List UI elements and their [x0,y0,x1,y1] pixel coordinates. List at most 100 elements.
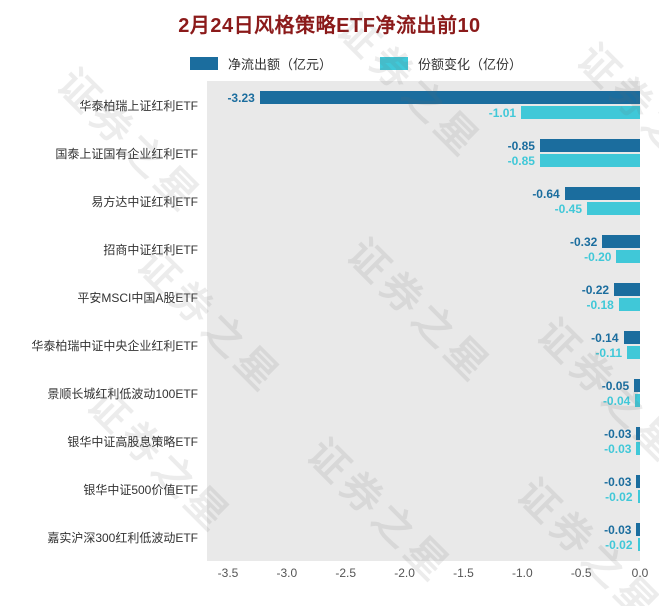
category-label: 银华中证500价值ETF [83,482,198,497]
chart-row: 招商中证红利ETF -0.32 -0.20 [0,225,659,273]
plot-area: -0.14 -0.11 [207,321,640,369]
bar-line: -0.45 [207,201,640,216]
bar-line: -0.20 [207,249,640,264]
bar-line: -3.23 [207,90,640,105]
legend-label-share: 份额变化（亿份） [418,57,523,72]
bar-share [635,394,640,407]
axis-tick-label: -2.0 [394,566,415,580]
bar-outflow [564,187,640,200]
chart-row: 银华中证500价值ETF -0.03 -0.02 [0,465,659,513]
bar-value-label: -0.45 [554,201,583,216]
bar-value-label: -0.85 [507,153,535,168]
bar-share [637,538,640,551]
legend-label-outflow: 净流出额（亿元） [228,57,333,72]
bar-outflow [539,139,640,152]
plot-area: -0.03 -0.02 [207,465,640,513]
chart-row: 华泰柏瑞上证红利ETF -3.23 -1.01 [0,81,659,129]
bar-share [636,442,640,455]
bar-value-label: -0.32 [569,234,598,249]
bar-outflow [634,379,640,392]
category-label: 银华中证高股息策略ETF [67,434,198,449]
bar-value-label: -0.20 [584,249,612,264]
bar-share [627,346,640,359]
plot-area: -0.32 -0.20 [207,225,640,273]
chart-row: 平安MSCI中国A股ETF -0.22 -0.18 [0,273,659,321]
bar-share [618,298,640,311]
bar-value-label: -0.64 [532,186,560,201]
bar-line: -0.14 [207,330,640,345]
bar-value-label: -0.02 [605,537,633,552]
axis-tick-label: -1.0 [511,566,533,580]
bar-share [521,106,640,119]
chart-row: 易方达中证红利ETF -0.64 -0.45 [0,177,659,225]
bar-line: -0.85 [207,138,640,153]
bar-share [539,154,640,167]
bar-value-label: -0.03 [604,522,632,537]
bar-value-label: -0.03 [604,441,632,456]
bar-line: -0.64 [207,186,640,201]
bar-outflow [602,235,640,248]
bar-share [637,490,640,503]
chart-row: 景顺长城红利低波动100ETF -0.05 -0.04 [0,369,659,417]
bar-value-label: -0.03 [604,426,632,441]
chart-row: 国泰上证国有企业红利ETF -0.85 -0.85 [0,129,659,177]
plot-area: -0.85 -0.85 [207,129,640,177]
bar-value-label: -3.23 [227,90,255,105]
bar-value-label: -0.03 [604,474,632,489]
axis-tick-label: -1.5 [453,566,474,580]
bar-line: -0.22 [207,282,640,297]
bar-line: -0.03 [207,522,640,537]
plot-area: -3.23 -1.01 [207,81,640,129]
plot-area: -0.03 -0.02 [207,513,640,561]
plot-area: -0.05 -0.04 [207,369,640,417]
category-label: 平安MSCI中国A股ETF [77,290,198,305]
bar-outflow [623,331,640,344]
category-label: 国泰上证国有企业红利ETF [55,146,198,161]
chart-row: 嘉实沪深300红利低波动ETF -0.03 -0.02 [0,513,659,561]
category-label: 招商中证红利ETF [103,242,198,257]
bar-share [587,202,640,215]
legend-swatch-outflow [190,57,218,70]
bar-chart: 华泰柏瑞上证红利ETF -3.23 -1.01 国泰上证国有企业红利ETF -0.85-… [0,81,659,561]
bar-value-label: -0.02 [605,489,633,504]
axis-tick-label: -0.5 [570,566,592,580]
bar-outflow [259,91,640,104]
category-label: 易方达中证红利ETF [91,194,198,209]
bar-outflow [636,523,640,536]
bar-value-label: -0.22 [581,282,610,297]
bar-line: -0.02 [207,489,640,504]
bar-value-label: -0.05 [601,378,630,393]
chart-row: 华泰柏瑞中证中央企业红利ETF -0.14 -0.11 [0,321,659,369]
chart-title: 2月24日风格策略ETF净流出前10 [178,15,481,37]
bar-outflow [614,283,640,296]
axis-tick-label: -3.5 [217,566,239,580]
bar-share [616,250,640,263]
category-label: 华泰柏瑞上证红利ETF [79,98,198,113]
axis-tick-label: -2.5 [335,566,357,580]
bar-line: -0.32 [207,234,640,249]
bar-value-label: -0.85 [507,138,535,153]
bar-outflow [636,475,640,488]
legend-swatch-share [380,57,409,70]
bar-value-label: -0.18 [586,297,614,312]
bar-line: -0.03 [207,441,640,456]
bar-line: -0.05 [207,378,640,393]
chart-row: 银华中证高股息策略ETF -0.03 -0.03 [0,417,659,465]
plot-area: -0.22 -0.18 [207,273,640,321]
bar-value-label: -0.04 [602,393,631,408]
bar-value-label: -0.14 [591,330,619,345]
plot-area: -0.03 -0.03 [207,417,640,465]
bar-line: -0.04 [207,393,640,408]
bar-value-label: -1.01 [488,105,517,120]
bar-line: -0.18 [207,297,640,312]
category-label: 华泰柏瑞中证中央企业红利ETF [31,338,198,353]
bar-line: -0.02 [207,537,640,552]
bar-outflow [636,427,640,440]
bar-line: -0.85 [207,153,640,168]
bar-value-label: -0.11 [595,345,623,360]
bar-line: -1.01 [207,105,640,120]
category-label: 景顺长城红利低波动100ETF [47,386,198,401]
x-axis: -3.5 -3.0 -2.5 -2.0 -1.5 -1.0 -0.5 0.0 [207,561,649,583]
axis-tick-label: -3.0 [276,566,298,580]
category-label: 嘉实沪深300红利低波动ETF [47,530,198,545]
